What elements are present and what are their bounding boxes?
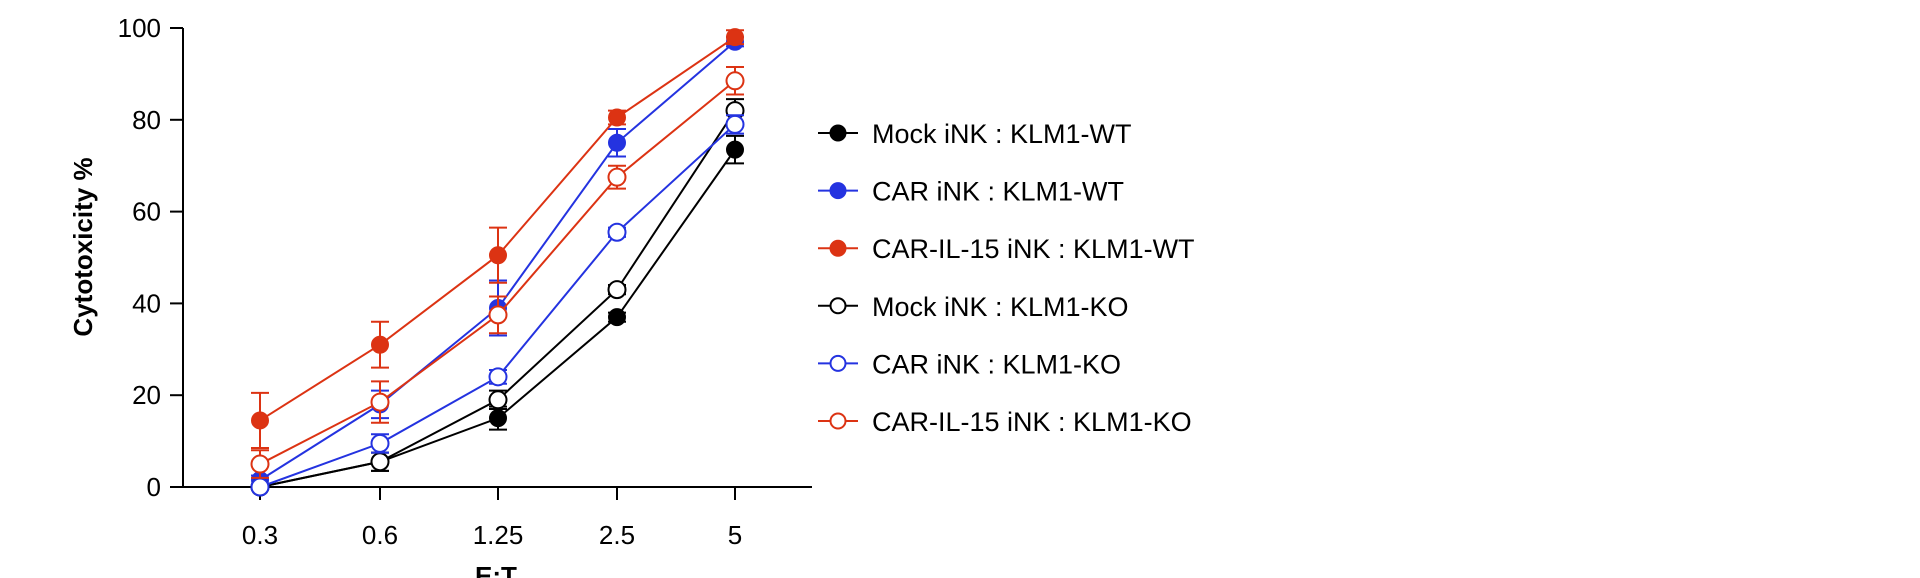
legend-item: CAR iNK : KLM1-WT (818, 177, 1124, 207)
y-tick-label: 0 (147, 472, 161, 502)
legend-item: CAR-IL-15 iNK : KLM1-WT (818, 234, 1195, 264)
data-point (489, 246, 507, 265)
data-point (725, 114, 745, 134)
data-point (607, 280, 627, 300)
x-tick-label: 2.5 (599, 520, 635, 550)
series-3 (251, 28, 744, 449)
legend-marker (829, 354, 847, 372)
data-point (250, 454, 270, 474)
y-tick-label: 80 (132, 105, 161, 135)
data-point (489, 409, 507, 428)
x-axis-title: E:T (475, 561, 517, 578)
legend-marker (829, 239, 847, 257)
data-point (488, 390, 508, 410)
data-point (370, 452, 390, 472)
legend-label: CAR-IL-15 iNK : KLM1-WT (872, 234, 1195, 264)
legend-marker (829, 297, 847, 315)
data-point (251, 411, 269, 430)
legend-item: CAR iNK : KLM1-KO (818, 349, 1121, 379)
data-point (250, 477, 270, 497)
legend-item: CAR-IL-15 iNK : KLM1-KO (818, 407, 1192, 437)
data-point (607, 222, 627, 242)
data-point (608, 133, 626, 152)
legend-item: Mock iNK : KLM1-WT (818, 119, 1132, 149)
x-tick-label: 5 (728, 520, 742, 550)
legend-label: Mock iNK : KLM1-KO (872, 292, 1129, 322)
y-axis-title: Cytotoxicity % (68, 157, 98, 336)
series-6 (250, 66, 745, 479)
data-point (607, 167, 627, 187)
x-tick-label: 0.3 (242, 520, 278, 550)
legend-label: CAR iNK : KLM1-WT (872, 177, 1124, 207)
x-tick-label: 0.6 (362, 520, 398, 550)
y-tick-label: 40 (132, 288, 161, 318)
data-point (370, 392, 390, 412)
y-tick-label: 20 (132, 380, 161, 410)
data-point (725, 71, 745, 91)
legend-label: CAR iNK : KLM1-KO (872, 349, 1121, 379)
legend-marker (829, 124, 847, 142)
data-point (608, 308, 626, 327)
data-point (488, 367, 508, 387)
legend-marker (829, 182, 847, 200)
data-point (370, 433, 390, 453)
data-point (726, 28, 744, 47)
legend-marker (829, 412, 847, 430)
data-point (608, 108, 626, 127)
x-tick-label: 1.25 (473, 520, 524, 550)
legend: Mock iNK : KLM1-WT CAR iNK : KLM1-WT CAR-I… (818, 119, 1195, 437)
legend-item: Mock iNK : KLM1-KO (818, 292, 1129, 322)
data-point (371, 335, 389, 354)
y-tick-label: 60 (132, 197, 161, 227)
data-point (488, 305, 508, 325)
axes: 0 20 40 60 80 100 0.3 0.6 1.25 2.5 5 (118, 13, 812, 550)
series-5 (250, 114, 745, 497)
legend-label: Mock iNK : KLM1-WT (872, 119, 1132, 149)
y-tick-label: 100 (118, 13, 161, 43)
series-layer (250, 28, 745, 497)
legend-label: CAR-IL-15 iNK : KLM1-KO (872, 407, 1192, 437)
data-point (726, 140, 744, 159)
